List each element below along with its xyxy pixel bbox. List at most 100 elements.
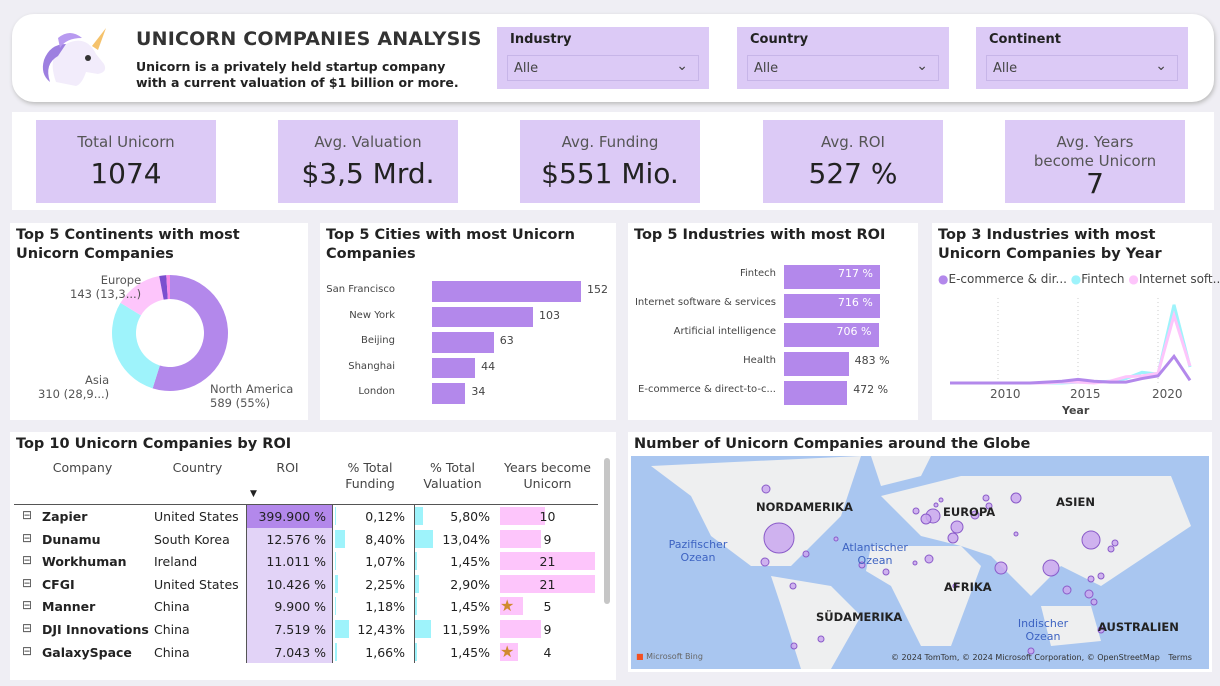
map-bubble[interactable] bbox=[1062, 585, 1072, 595]
map-bubble[interactable] bbox=[1013, 531, 1019, 537]
column-header-roi[interactable]: ROI bbox=[276, 460, 299, 475]
map-bubble[interactable] bbox=[933, 502, 939, 508]
slice-value: 143 (13,3...) bbox=[70, 287, 142, 301]
bar[interactable] bbox=[784, 294, 880, 318]
expand-collapse-icon[interactable]: ⊟ bbox=[22, 530, 33, 545]
line-chart[interactable] bbox=[932, 223, 1212, 420]
map-bubble[interactable] bbox=[817, 635, 825, 643]
map-bubble[interactable] bbox=[1042, 559, 1060, 577]
table-row[interactable]: ⊟ Dunamu South Korea 12.576 % 8,40% 13,0… bbox=[10, 527, 600, 551]
map-bubble[interactable] bbox=[1010, 492, 1022, 504]
map-bubble[interactable] bbox=[882, 568, 890, 576]
industry-filter[interactable]: Industry Alle ⌄ bbox=[497, 27, 709, 89]
table-row[interactable]: ⊟ CFGI United States 10.426 % 2,25% 2,90… bbox=[10, 572, 600, 596]
bar[interactable] bbox=[784, 352, 849, 376]
terms-link[interactable]: Terms bbox=[1168, 653, 1192, 662]
map-bubble[interactable] bbox=[912, 560, 918, 566]
donut-slice-south-america[interactable] bbox=[159, 275, 168, 300]
expand-collapse-icon[interactable]: ⊟ bbox=[22, 598, 33, 613]
bar[interactable] bbox=[432, 383, 466, 404]
table-row[interactable]: ⊟ Workhuman Ireland 11.011 % 1,07% 1,45%… bbox=[10, 550, 600, 573]
map-bubble[interactable] bbox=[920, 513, 932, 525]
roi-cell bbox=[246, 550, 333, 573]
legend-item[interactable]: Fintech bbox=[1081, 272, 1125, 286]
bar[interactable] bbox=[432, 281, 581, 302]
column-header-years[interactable]: Years become Unicorn bbox=[504, 460, 591, 491]
table-row[interactable]: ⊟ GalaxySpace China 7.043 % 1,66% 1,45% … bbox=[10, 640, 600, 664]
openstreetmap-link[interactable]: © OpenStreetMap bbox=[1086, 653, 1160, 662]
map-bubble[interactable] bbox=[950, 520, 964, 534]
chevron-down-icon: ⌄ bbox=[1155, 58, 1167, 74]
series-line-0[interactable] bbox=[950, 353, 1192, 385]
expand-collapse-icon[interactable]: ⊟ bbox=[22, 643, 33, 658]
country-filter[interactable]: Country Alle ⌄ bbox=[737, 27, 949, 89]
kpi-avg-funding: Avg. Funding $551 Mio. bbox=[520, 120, 700, 203]
map-bubble[interactable] bbox=[1097, 572, 1105, 580]
table-row[interactable]: ⊟ Manner China 9.900 % 1,18% 1,45% ★ 5 bbox=[10, 595, 600, 618]
series-line-2[interactable] bbox=[950, 310, 1192, 385]
map-bubble[interactable] bbox=[985, 502, 993, 510]
donut-slice-oceania[interactable] bbox=[166, 275, 170, 300]
map-bubble[interactable] bbox=[833, 536, 839, 542]
map-bubble[interactable] bbox=[1081, 530, 1101, 550]
data-label: 717 % bbox=[838, 267, 873, 280]
bar[interactable] bbox=[784, 323, 879, 347]
map-bubble[interactable] bbox=[938, 497, 944, 503]
legend-item[interactable]: Internet soft... bbox=[1138, 272, 1220, 286]
world-bubble-map[interactable] bbox=[631, 456, 1209, 669]
donut-slice-asia[interactable] bbox=[112, 302, 160, 389]
map-bubble[interactable] bbox=[1087, 575, 1095, 583]
map-bubble[interactable] bbox=[763, 522, 795, 554]
bar[interactable] bbox=[784, 265, 880, 289]
bar[interactable] bbox=[784, 381, 848, 405]
series-line-1[interactable] bbox=[950, 304, 1192, 385]
map-bubble[interactable] bbox=[1107, 545, 1115, 553]
country-dropdown[interactable]: Alle ⌄ bbox=[747, 55, 939, 81]
map-bubble[interactable] bbox=[760, 557, 770, 567]
map-bubble[interactable] bbox=[789, 582, 797, 590]
continent-dropdown[interactable]: Alle ⌄ bbox=[986, 55, 1178, 81]
donut-slice-north-america[interactable] bbox=[152, 275, 229, 391]
map-bubble[interactable] bbox=[802, 550, 810, 558]
donut-slice-europe[interactable] bbox=[120, 276, 164, 316]
column-header-funding[interactable]: % Total Funding bbox=[345, 460, 395, 491]
map-bubble[interactable] bbox=[947, 532, 959, 544]
cities-bar-chart: San Francisco 152 New York 103 Beijing 63 Shan… bbox=[320, 281, 616, 411]
map-bubble[interactable] bbox=[1097, 626, 1105, 634]
bar[interactable] bbox=[432, 306, 533, 327]
map-bubble[interactable] bbox=[858, 561, 866, 569]
expand-collapse-icon[interactable]: ⊟ bbox=[22, 575, 33, 590]
panel-title: Top 5 Cities with most Unicorn Companies bbox=[326, 227, 575, 262]
map-bubble[interactable] bbox=[994, 561, 1008, 575]
map-bubble[interactable] bbox=[970, 510, 980, 520]
map-bubble[interactable] bbox=[1111, 539, 1119, 547]
map-bubble[interactable] bbox=[1090, 598, 1098, 606]
industry-dropdown[interactable]: Alle ⌄ bbox=[507, 55, 699, 81]
table-row[interactable]: ⊟ Zapier United States 399.900 % 0,12% 5… bbox=[10, 505, 600, 528]
category-label: New York bbox=[349, 309, 395, 321]
table-scrollbar[interactable] bbox=[604, 458, 610, 604]
expand-collapse-icon[interactable]: ⊟ bbox=[22, 508, 33, 522]
map-bubble[interactable] bbox=[761, 484, 771, 494]
map-bubble[interactable] bbox=[790, 642, 798, 650]
column-header-country[interactable]: Country bbox=[172, 460, 223, 475]
bar[interactable] bbox=[432, 357, 476, 378]
years-bar bbox=[500, 529, 541, 548]
continents-donut-chart[interactable] bbox=[10, 223, 308, 420]
column-header-company[interactable]: Company bbox=[52, 460, 113, 475]
bar[interactable] bbox=[432, 332, 494, 353]
map-bubble[interactable] bbox=[912, 507, 920, 515]
column-header-valuation[interactable]: % Total Valuation bbox=[423, 460, 482, 491]
legend-item[interactable]: E-commerce & dir... bbox=[948, 272, 1067, 286]
map-bubble[interactable] bbox=[1027, 647, 1035, 655]
expand-collapse-icon[interactable]: ⊟ bbox=[22, 621, 33, 635]
map-bubble[interactable] bbox=[952, 583, 958, 589]
map-bubble[interactable] bbox=[924, 554, 934, 564]
expand-collapse-icon[interactable]: ⊟ bbox=[22, 553, 33, 568]
map-bubble[interactable] bbox=[1084, 589, 1094, 599]
map-bubble[interactable] bbox=[982, 494, 990, 502]
table-row[interactable]: ⊟ DJI Innovations China 7.519 % 12,43% 1… bbox=[10, 618, 600, 641]
map-label-africa: AFRIKA bbox=[944, 580, 992, 594]
sort-descending-icon[interactable]: ▼ bbox=[250, 489, 257, 499]
continent-filter[interactable]: Continent Alle ⌄ bbox=[976, 27, 1188, 89]
